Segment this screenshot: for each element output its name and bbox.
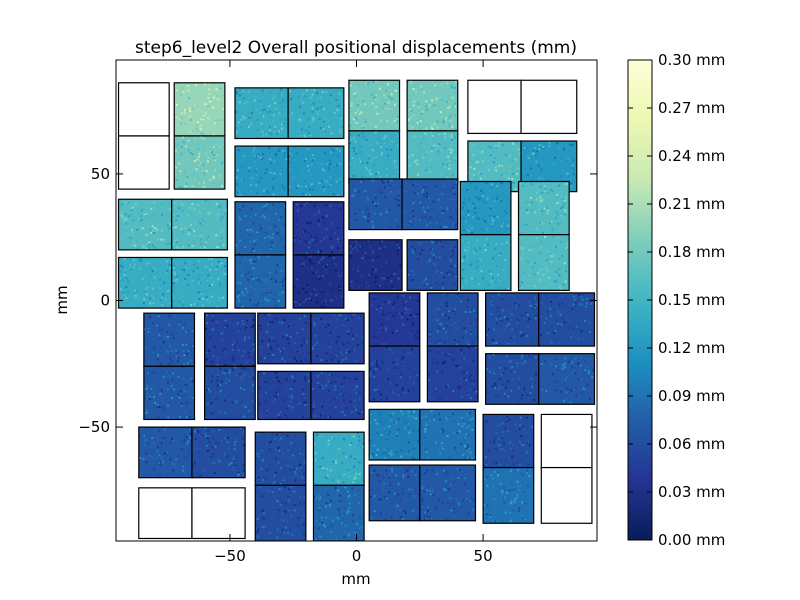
sensor-tile <box>257 370 312 421</box>
sensor-tile <box>312 484 365 541</box>
sensor-tile <box>459 180 512 236</box>
sensor-tile <box>312 431 365 486</box>
sensor-tile <box>234 201 287 256</box>
sensor-tile <box>426 292 479 347</box>
sensor-tile <box>538 353 596 405</box>
sensor-tile <box>171 256 228 309</box>
sensor-tile <box>191 426 246 479</box>
sensor-tile <box>287 87 345 140</box>
x-tick-label: 50 <box>474 547 493 565</box>
sensor-tile <box>540 413 593 469</box>
x-tick-label: −50 <box>214 547 246 565</box>
y-axis-label: mm <box>53 285 71 314</box>
sensor-tile <box>143 312 196 367</box>
sensor-tile <box>348 178 403 231</box>
sensor-tile <box>234 145 289 198</box>
colorbar-tick-label: 0.00 mm <box>658 531 725 549</box>
colorbar-tick-label: 0.06 mm <box>658 435 725 453</box>
sensor-tile <box>173 82 226 137</box>
sensor-tile <box>482 413 535 469</box>
sensor-tile <box>419 408 477 461</box>
colorbar-tick-label: 0.18 mm <box>658 243 725 261</box>
x-axis: −50 0 50 <box>214 60 493 565</box>
y-tick-label: 50 <box>91 165 110 183</box>
sensor-tile <box>368 464 421 522</box>
colorbar-tick-label: 0.12 mm <box>658 339 725 357</box>
sensor-tile <box>204 312 256 367</box>
sensor-tile <box>117 198 173 251</box>
colorbar-tick-label: 0.09 mm <box>658 387 725 405</box>
y-tick-label: −50 <box>78 418 110 436</box>
y-axis: −50 0 50 <box>78 165 597 436</box>
sensor-tile <box>117 135 170 190</box>
sensor-tile <box>191 487 246 540</box>
sensor-tile <box>482 466 535 524</box>
sensor-tile <box>234 87 289 140</box>
sensor-tile <box>368 345 421 403</box>
sensor-tile <box>401 178 459 231</box>
sensor-tile <box>517 234 570 291</box>
colorbar-ticks: 0.00 mm 0.03 mm 0.06 mm 0.09 mm 0.12 mm 0.15 … <box>628 51 725 549</box>
colorbar-tick-label: 0.03 mm <box>658 483 725 501</box>
sensor-tile <box>520 79 578 135</box>
sensor-tile <box>138 487 193 540</box>
sensor-tile <box>204 365 256 421</box>
sensor-tile <box>348 130 401 185</box>
sensor-tile <box>292 201 345 256</box>
sensor-tile <box>254 431 307 486</box>
sensor-tile <box>287 145 345 198</box>
sensor-tile <box>426 345 479 403</box>
colorbar-tick-label: 0.21 mm <box>658 195 725 213</box>
sensor-tile <box>348 79 401 132</box>
sensor-tile <box>406 239 459 291</box>
sensor-tile <box>173 135 226 190</box>
sensor-tile <box>171 198 228 251</box>
sensor-tile <box>234 254 287 309</box>
sensor-tile <box>143 365 196 421</box>
sensor-tile <box>368 408 421 461</box>
tile-layer <box>117 79 596 541</box>
colorbar-tick-label: 0.15 mm <box>658 291 725 309</box>
sensor-tile <box>348 239 403 291</box>
colorbar-tick-label: 0.24 mm <box>658 147 725 165</box>
sensor-tile <box>117 82 170 137</box>
colorbar-tick-label: 0.27 mm <box>658 99 725 117</box>
sensor-tile <box>406 130 459 185</box>
sensor-tile <box>459 234 512 291</box>
x-tick-label: 0 <box>352 547 362 565</box>
sensor-tile <box>310 312 365 365</box>
sensor-tile <box>467 79 522 135</box>
sensor-tile <box>485 292 540 347</box>
sensor-tile <box>419 464 477 522</box>
sensor-tile <box>485 353 540 405</box>
sensor-tile <box>292 254 345 309</box>
sensor-tile <box>257 312 312 365</box>
sensor-tile <box>254 484 307 541</box>
sensor-tile <box>368 292 421 347</box>
sensor-tile <box>310 370 365 421</box>
sensor-tile <box>117 256 173 309</box>
sensor-tile <box>540 466 593 524</box>
sensor-tile <box>517 180 570 236</box>
y-tick-label: 0 <box>100 292 110 310</box>
sensor-tile <box>138 426 193 479</box>
colorbar-tick-label: 0.30 mm <box>658 51 725 69</box>
sensor-tile <box>406 79 459 132</box>
chart-title: step6_level2 Overall positional displace… <box>135 38 577 58</box>
x-axis-label: mm <box>341 570 370 588</box>
sensor-tile <box>538 292 596 347</box>
